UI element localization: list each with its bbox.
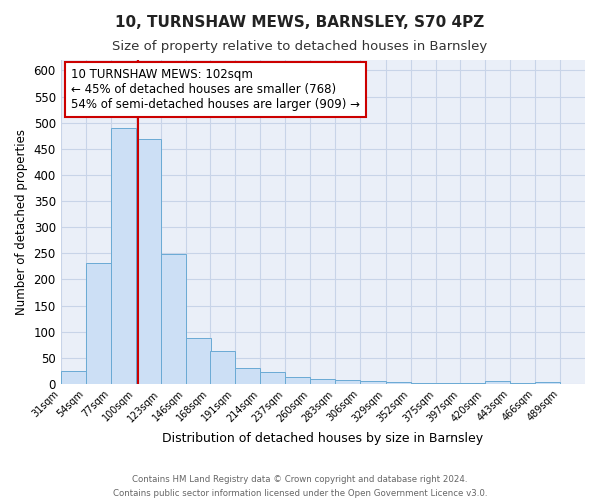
Bar: [310, 378, 335, 384]
Bar: [186, 338, 211, 384]
Bar: [535, 382, 560, 384]
Bar: [235, 368, 260, 384]
Bar: [111, 128, 136, 384]
Bar: [485, 382, 510, 384]
Text: Size of property relative to detached houses in Barnsley: Size of property relative to detached ho…: [112, 40, 488, 53]
X-axis label: Distribution of detached houses by size in Barnsley: Distribution of detached houses by size …: [162, 432, 484, 445]
Text: Contains HM Land Registry data © Crown copyright and database right 2024.
Contai: Contains HM Land Registry data © Crown c…: [113, 476, 487, 498]
Text: 10 TURNSHAW MEWS: 102sqm
← 45% of detached houses are smaller (768)
54% of semi-: 10 TURNSHAW MEWS: 102sqm ← 45% of detach…: [71, 68, 360, 111]
Bar: [136, 140, 161, 384]
Bar: [210, 351, 235, 384]
Text: 10, TURNSHAW MEWS, BARNSLEY, S70 4PZ: 10, TURNSHAW MEWS, BARNSLEY, S70 4PZ: [115, 15, 485, 30]
Bar: [361, 382, 386, 384]
Bar: [410, 383, 436, 384]
Bar: [61, 371, 86, 384]
Bar: [386, 382, 410, 384]
Bar: [161, 254, 186, 384]
Y-axis label: Number of detached properties: Number of detached properties: [15, 129, 28, 315]
Bar: [260, 372, 285, 384]
Bar: [86, 262, 111, 384]
Bar: [285, 377, 310, 384]
Bar: [335, 380, 361, 384]
